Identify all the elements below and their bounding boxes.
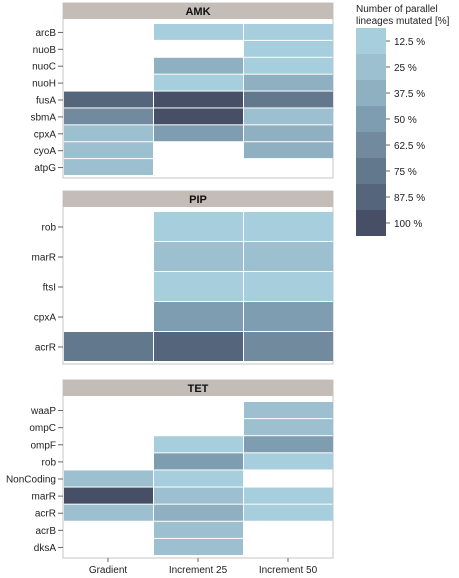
heatmap-cell bbox=[64, 108, 153, 125]
heatmap-cell bbox=[244, 504, 333, 521]
gene-label: fusA bbox=[36, 96, 56, 107]
legend-label: 87.5 % bbox=[394, 193, 425, 204]
legend-swatch bbox=[356, 28, 386, 54]
legend-swatch bbox=[356, 80, 386, 106]
gene-label: ompF bbox=[30, 440, 56, 451]
x-tick-label: Gradient bbox=[89, 565, 128, 576]
heatmap-cell bbox=[154, 453, 243, 470]
heatmap-cell bbox=[154, 125, 243, 142]
legend-swatch bbox=[356, 106, 386, 132]
heatmap-cell bbox=[64, 91, 153, 108]
heatmap-cell bbox=[154, 332, 243, 361]
heatmap-cell bbox=[244, 272, 333, 301]
gene-label: nuoC bbox=[32, 62, 56, 73]
heatmap-cell bbox=[154, 108, 243, 125]
gene-label: sbmA bbox=[30, 112, 56, 123]
heatmap-cell bbox=[154, 470, 243, 487]
legend-swatch bbox=[356, 210, 386, 236]
heatmap-cell bbox=[154, 212, 243, 241]
heatmap-cell bbox=[244, 402, 333, 419]
gene-label: NonCoding bbox=[6, 475, 56, 486]
heatmap-cell bbox=[154, 538, 243, 555]
gene-label: cpxA bbox=[34, 129, 57, 140]
gene-label: ompC bbox=[29, 423, 56, 434]
gene-label: marR bbox=[32, 253, 56, 264]
panel-title-pip: PIP bbox=[189, 194, 207, 206]
legend-label: 75 % bbox=[394, 167, 417, 178]
gene-label: acrR bbox=[35, 343, 56, 354]
legend-label: 50 % bbox=[394, 115, 417, 126]
heatmap-cell bbox=[64, 332, 153, 361]
heatmap-cell bbox=[244, 142, 333, 159]
panel-title-strip-pip bbox=[63, 191, 333, 207]
heatmap-cell bbox=[244, 332, 333, 361]
heatmap-cell bbox=[244, 108, 333, 125]
heatmap-cell bbox=[244, 242, 333, 271]
heatmap-cell bbox=[154, 24, 243, 40]
heatmap-cell bbox=[244, 24, 333, 40]
legend-title: lineages mutated [%] bbox=[356, 16, 450, 27]
legend-label: 12.5 % bbox=[394, 37, 425, 48]
legend-title: Number of parallel bbox=[356, 4, 438, 15]
gene-label: waaP bbox=[30, 406, 56, 417]
heatmap-cell bbox=[154, 74, 243, 91]
gene-label: dksA bbox=[34, 543, 57, 554]
heatmap-cell bbox=[64, 142, 153, 159]
heatmap-cell bbox=[154, 487, 243, 504]
gene-label: cpxA bbox=[34, 313, 57, 324]
heatmap-cell bbox=[64, 125, 153, 142]
heatmap-cell bbox=[244, 487, 333, 504]
x-tick-label: Increment 50 bbox=[259, 565, 318, 576]
heatmap-cell bbox=[154, 57, 243, 74]
heatmap-cell bbox=[154, 91, 243, 108]
gene-label: acrR bbox=[35, 509, 56, 520]
gene-label: marR bbox=[32, 492, 56, 503]
heatmap-cell bbox=[244, 212, 333, 241]
legend-label: 100 % bbox=[394, 219, 422, 230]
legend-label: 37.5 % bbox=[394, 89, 425, 100]
x-tick-label: Increment 25 bbox=[169, 565, 228, 576]
heatmap-cell bbox=[244, 302, 333, 331]
panel-title-strip-tet bbox=[63, 380, 333, 396]
legend-label: 62.5 % bbox=[394, 141, 425, 152]
heatmap-cell bbox=[64, 159, 153, 175]
heatmap-cell bbox=[154, 242, 243, 271]
gene-label: cyoA bbox=[34, 146, 57, 157]
gene-label: atpG bbox=[34, 163, 56, 174]
heatmap-cell bbox=[154, 521, 243, 538]
legend-swatch bbox=[356, 184, 386, 210]
heatmap-cell bbox=[244, 125, 333, 142]
heatmap-cell bbox=[64, 487, 153, 504]
panel-title-amk: AMK bbox=[185, 6, 210, 18]
heatmap-cell bbox=[244, 74, 333, 91]
gene-label: nuoH bbox=[32, 79, 56, 90]
gene-label: arcB bbox=[35, 28, 56, 39]
legend-label: 25 % bbox=[394, 63, 417, 74]
gene-label: ftsI bbox=[43, 283, 56, 294]
panel-title-tet: TET bbox=[188, 383, 209, 395]
legend-swatch bbox=[356, 54, 386, 80]
heatmap-cell bbox=[154, 436, 243, 453]
heatmap-cell bbox=[244, 57, 333, 74]
heatmap-cell bbox=[154, 272, 243, 301]
heatmap-cell bbox=[244, 436, 333, 453]
heatmap-cell bbox=[244, 453, 333, 470]
legend-swatch bbox=[356, 158, 386, 184]
gene-label: nuoB bbox=[33, 45, 57, 56]
heatmap-cell bbox=[244, 40, 333, 57]
heatmap-cell bbox=[64, 470, 153, 487]
gene-label: rob bbox=[42, 223, 57, 234]
heatmap-cell bbox=[154, 504, 243, 521]
heatmap-cell bbox=[244, 91, 333, 108]
gene-label: rob bbox=[42, 457, 57, 468]
gene-label: acrB bbox=[35, 526, 56, 537]
heatmap-cell bbox=[154, 302, 243, 331]
legend-swatch bbox=[356, 132, 386, 158]
heatmap-cell bbox=[64, 504, 153, 521]
panel-title-strip-amk bbox=[63, 3, 333, 19]
heatmap-cell bbox=[244, 419, 333, 436]
